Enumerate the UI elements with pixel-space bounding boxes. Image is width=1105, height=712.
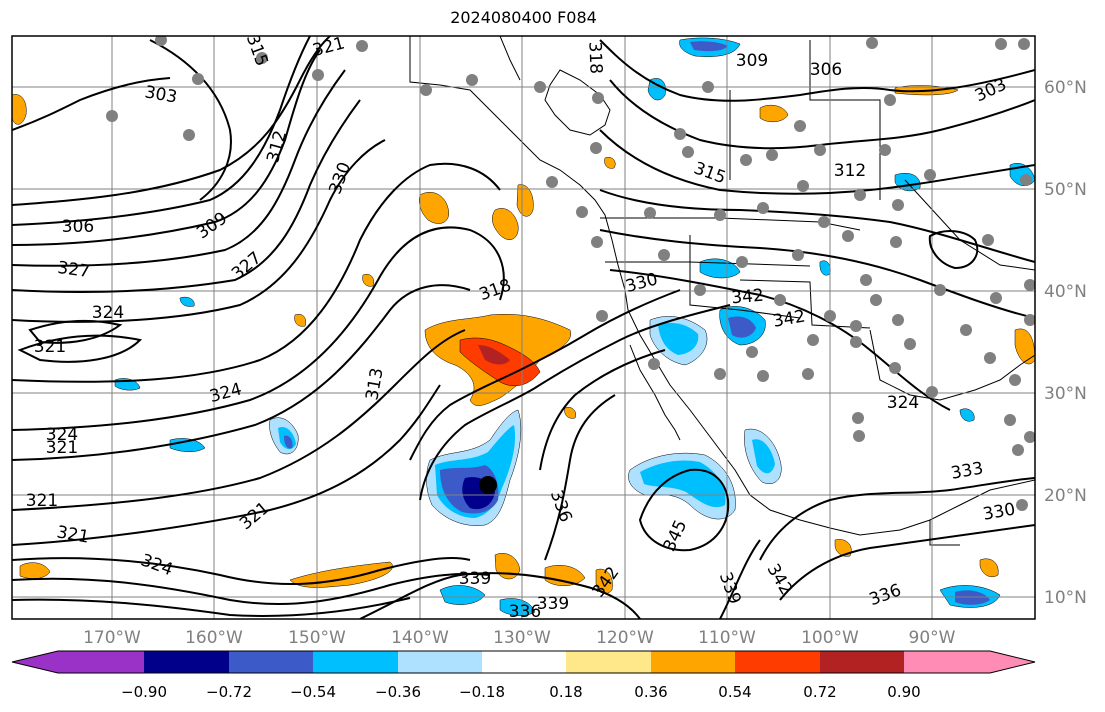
contour-label: 312 [834,161,866,181]
lon-tick-label: 90°W [909,628,956,648]
contour-label: 321 [46,438,78,458]
contour-label: 327 [56,258,91,282]
contour-label: 309 [736,51,768,71]
lon-tick-label: 110°W [698,628,756,648]
lat-tick-label: 30°N [1044,384,1087,404]
graticule [12,36,1035,619]
colorbar-bin [229,651,313,673]
colorbar-label: −0.72 [206,683,252,701]
map-title: 2024080400 F084 [450,8,597,27]
lon-tick-label: 130°W [493,628,551,648]
colorbar-bin [735,651,820,673]
lon-tick-label: 160°W [185,628,243,648]
contour-label: 336 [509,602,541,622]
colorbar-bin [566,651,651,673]
lon-tick-label: 140°W [391,628,449,648]
contour-label: 324 [92,303,124,323]
lat-tick-label: 10°N [1044,588,1087,608]
contour-label: 321 [34,337,66,357]
lat-tick-label: 40°N [1044,282,1087,302]
colorbar-label: −0.18 [459,683,505,701]
lon-tick-label: 170°W [83,628,141,648]
contour-label: 339 [537,594,569,614]
colorbar-bin [398,651,482,673]
colorbar-bin [651,651,735,673]
contour-lines [12,36,1035,619]
colorbar-bin [144,651,229,673]
map-frame [11,35,1036,620]
lon-tick-label: 150°W [288,628,346,648]
colorbar-label: −0.90 [121,683,167,701]
colorbar-label: −0.36 [375,683,421,701]
colorbar: −0.90 −0.72 −0.54 −0.36 −0.18 0.18 0.36 … [11,650,1036,701]
lon-tick-label: 100°W [801,628,859,648]
positive-shading [12,85,1035,594]
colorbar-label: −0.54 [290,683,336,701]
contour-label: 324 [887,393,919,413]
contour-label: 342 [731,286,765,309]
station-dots [106,36,1035,511]
colorbar-min-arrow [12,651,58,673]
colorbar-label: 0.54 [718,683,751,701]
colorbar-bin [58,651,144,673]
cyclone-center-marker [479,476,497,494]
contour-label: 321 [26,491,58,511]
contour-label: 318 [584,41,605,74]
longitude-labels: 170°W 160°W 150°W 140°W 130°W 120°W 110°… [83,628,956,648]
lat-tick-label: 60°N [1044,78,1087,98]
contour-label: 306 [62,217,94,237]
lat-tick-label: 50°N [1044,180,1087,200]
colorbar-label: 0.18 [549,683,582,701]
lon-tick-label: 120°W [596,628,654,648]
contour-label: 306 [810,60,842,80]
colorbar-bin [313,651,398,673]
colorbar-bin [820,651,904,673]
colorbar-bin [482,651,566,673]
colorbar-label: 0.90 [887,683,920,701]
latitude-labels: 60°N 50°N 40°N 30°N 20°N 10°N [1044,78,1087,608]
contour-label: 339 [459,569,491,589]
colorbar-label: 0.72 [803,683,836,701]
contour-label: 324 [46,425,78,445]
colorbar-max-arrow [904,651,1035,673]
lat-tick-label: 20°N [1044,486,1087,506]
colorbar-label: 0.36 [634,683,667,701]
